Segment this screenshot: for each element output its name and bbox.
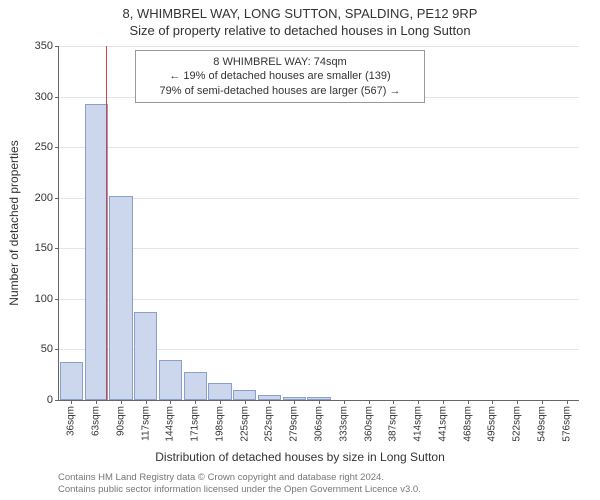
y-tick-label: 150	[35, 242, 59, 254]
x-tick-label: 495sqm	[487, 406, 498, 442]
gridline	[59, 147, 579, 148]
chart-plot-area: 05010015020025030035036sqm63sqm90sqm117s…	[58, 46, 579, 401]
x-tick	[443, 400, 444, 404]
gridline	[59, 299, 579, 300]
info-box-line: 79% of semi-detached houses are larger (…	[144, 84, 416, 98]
x-tick-label: 468sqm	[462, 406, 473, 442]
x-tick	[542, 400, 543, 404]
x-tick-label: 225sqm	[239, 406, 250, 442]
x-tick-label: 198sqm	[214, 406, 225, 442]
x-tick	[269, 400, 270, 404]
x-tick-label: 252sqm	[264, 406, 275, 442]
x-tick	[567, 400, 568, 404]
bar	[184, 372, 207, 400]
x-tick-label: 279sqm	[289, 406, 300, 442]
y-tick-label: 300	[35, 91, 59, 103]
x-tick	[71, 400, 72, 404]
info-box-line: 8 WHIMBREL WAY: 74sqm	[144, 55, 416, 69]
y-tick-label: 250	[35, 141, 59, 153]
x-tick-label: 576sqm	[561, 406, 572, 442]
y-tick-label: 50	[41, 343, 59, 355]
gridline	[59, 46, 579, 47]
x-tick	[517, 400, 518, 404]
bar	[134, 312, 157, 400]
credits-line-1: Contains HM Land Registry data © Crown c…	[58, 472, 421, 484]
x-tick	[220, 400, 221, 404]
x-tick-label: 171sqm	[190, 406, 201, 442]
x-tick-label: 360sqm	[363, 406, 374, 442]
info-box-line: ← 19% of detached houses are smaller (13…	[144, 69, 416, 83]
bar	[60, 362, 83, 400]
x-tick	[393, 400, 394, 404]
x-tick	[294, 400, 295, 404]
x-tick-label: 306sqm	[314, 406, 325, 442]
x-tick	[245, 400, 246, 404]
credits-block: Contains HM Land Registry data © Crown c…	[58, 472, 421, 496]
x-tick-label: 522sqm	[512, 406, 523, 442]
y-tick-label: 200	[35, 192, 59, 204]
reference-line	[106, 46, 107, 400]
x-tick	[121, 400, 122, 404]
bar	[208, 383, 231, 400]
x-tick-label: 90sqm	[115, 406, 126, 436]
x-tick	[195, 400, 196, 404]
x-tick-label: 63sqm	[91, 406, 102, 436]
x-tick-label: 549sqm	[536, 406, 547, 442]
x-tick	[468, 400, 469, 404]
bar	[109, 196, 132, 400]
x-tick	[344, 400, 345, 404]
y-tick-label: 100	[35, 293, 59, 305]
x-tick	[369, 400, 370, 404]
x-tick	[418, 400, 419, 404]
credits-line-2: Contains public sector information licen…	[58, 484, 421, 496]
x-tick-label: 333sqm	[338, 406, 349, 442]
x-tick	[96, 400, 97, 404]
page-title: 8, WHIMBREL WAY, LONG SUTTON, SPALDING, …	[0, 6, 600, 21]
x-tick-label: 414sqm	[413, 406, 424, 442]
bar	[85, 104, 108, 400]
x-tick	[492, 400, 493, 404]
x-tick-label: 387sqm	[388, 406, 399, 442]
x-tick-label: 117sqm	[140, 406, 151, 441]
x-tick-label: 144sqm	[165, 406, 176, 442]
bar	[233, 390, 256, 400]
gridline	[59, 248, 579, 249]
x-axis-title: Distribution of detached houses by size …	[155, 450, 445, 464]
info-box: 8 WHIMBREL WAY: 74sqm← 19% of detached h…	[135, 50, 425, 103]
x-tick	[146, 400, 147, 404]
x-tick	[170, 400, 171, 404]
page-subtitle: Size of property relative to detached ho…	[0, 23, 600, 38]
gridline	[59, 198, 579, 199]
bar	[159, 360, 182, 400]
y-axis-title: Number of detached properties	[7, 140, 21, 305]
y-tick-label: 0	[47, 394, 59, 406]
x-tick-label: 36sqm	[66, 406, 77, 436]
x-tick	[319, 400, 320, 404]
y-tick-label: 350	[35, 40, 59, 52]
x-tick-label: 441sqm	[437, 406, 448, 442]
